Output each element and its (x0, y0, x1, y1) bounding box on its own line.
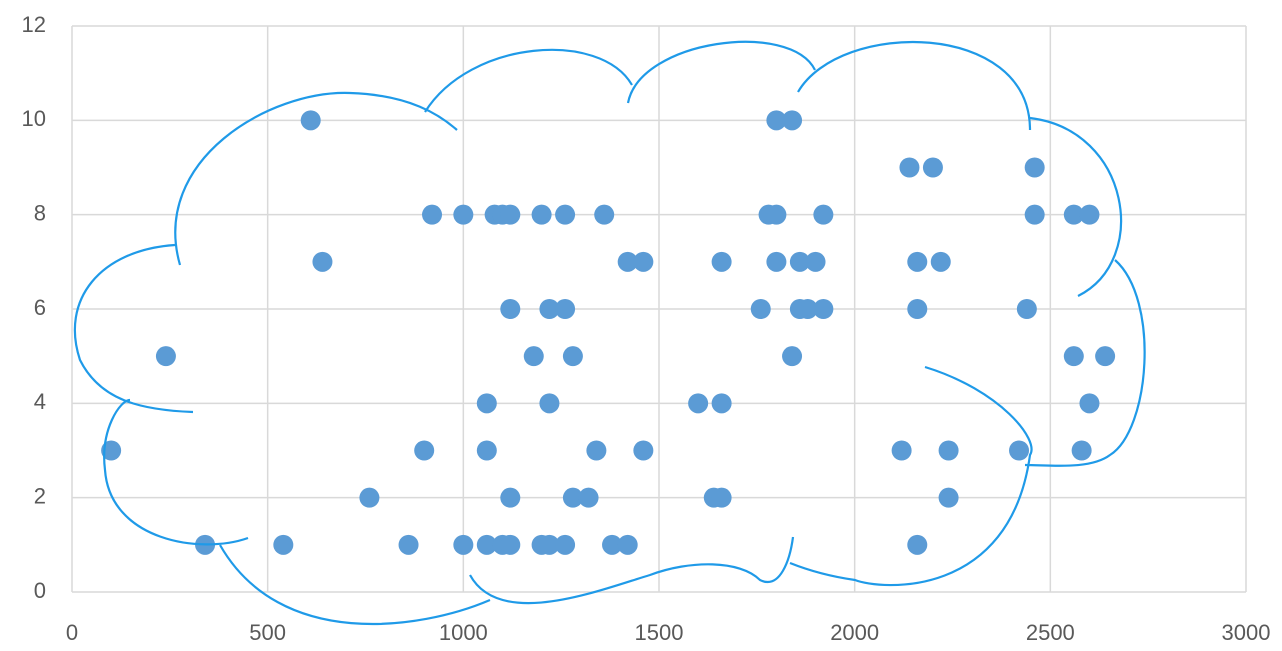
point (562, 346, 583, 367)
plot-area: 0 2 4 6 8 10 12 0 500 1000 1500 2000 2500 3000 (22, 12, 1271, 645)
point (539, 534, 560, 555)
point (766, 110, 787, 131)
x-tick-label: 1500 (635, 620, 684, 645)
point (1079, 393, 1100, 414)
point (155, 346, 176, 367)
point (453, 204, 474, 225)
point (476, 393, 497, 414)
point (312, 251, 333, 272)
point (476, 534, 497, 555)
point (617, 251, 638, 272)
point (101, 440, 122, 461)
point (782, 346, 803, 367)
point (578, 487, 599, 508)
x-tick-label: 2500 (1026, 620, 1075, 645)
point (633, 440, 654, 461)
x-tick-label: 0 (66, 620, 78, 645)
y-tick-label: 2 (34, 483, 46, 508)
point (688, 393, 709, 414)
point (813, 204, 834, 225)
point (1095, 346, 1116, 367)
point (594, 204, 615, 225)
point (1071, 440, 1092, 461)
point (1063, 346, 1084, 367)
point (789, 251, 810, 272)
point (500, 534, 521, 555)
y-tick-label: 10 (22, 106, 46, 131)
point (300, 110, 321, 131)
point (782, 110, 803, 131)
point (891, 440, 912, 461)
point (766, 204, 787, 225)
point (1016, 299, 1037, 319)
x-tick-label: 3000 (1222, 620, 1271, 645)
point (500, 204, 521, 225)
point (555, 534, 576, 555)
y-tick-label: 6 (34, 295, 46, 320)
x-tick-label: 500 (249, 620, 286, 645)
point (1063, 204, 1084, 225)
point (797, 299, 818, 319)
y-tick-label: 4 (34, 389, 46, 414)
point (602, 534, 623, 555)
point (453, 534, 474, 555)
point (907, 299, 928, 319)
y-tick-label: 12 (22, 12, 46, 37)
point (617, 534, 638, 555)
point (922, 157, 943, 178)
point (711, 487, 732, 508)
point (414, 440, 435, 461)
point (711, 393, 732, 414)
point (500, 487, 521, 508)
point (805, 251, 826, 272)
point (633, 251, 654, 272)
point (907, 251, 928, 272)
point (273, 534, 294, 555)
point (1024, 157, 1045, 178)
point (359, 487, 380, 508)
point (930, 251, 951, 272)
x-tick-label: 2000 (830, 620, 879, 645)
cloud-outline (73, 40, 1146, 626)
point (555, 299, 576, 319)
point (500, 299, 521, 319)
point (539, 393, 560, 414)
point (711, 251, 732, 272)
point (531, 204, 552, 225)
point (938, 487, 959, 508)
point (586, 440, 607, 461)
point (1079, 204, 1100, 225)
point (422, 204, 443, 225)
y-tick-label: 0 (34, 578, 46, 603)
y-tick-label: 8 (34, 200, 46, 225)
point (813, 299, 834, 319)
point (766, 251, 787, 272)
point (1009, 440, 1030, 461)
x-tick-label: 1000 (439, 620, 488, 645)
point (750, 299, 771, 319)
point (1024, 204, 1045, 225)
point (398, 534, 419, 555)
point (523, 346, 544, 367)
point (562, 487, 583, 508)
point (907, 534, 928, 555)
point (476, 440, 497, 461)
point (938, 440, 959, 461)
point (899, 157, 920, 178)
point (555, 204, 576, 225)
point (539, 299, 560, 319)
